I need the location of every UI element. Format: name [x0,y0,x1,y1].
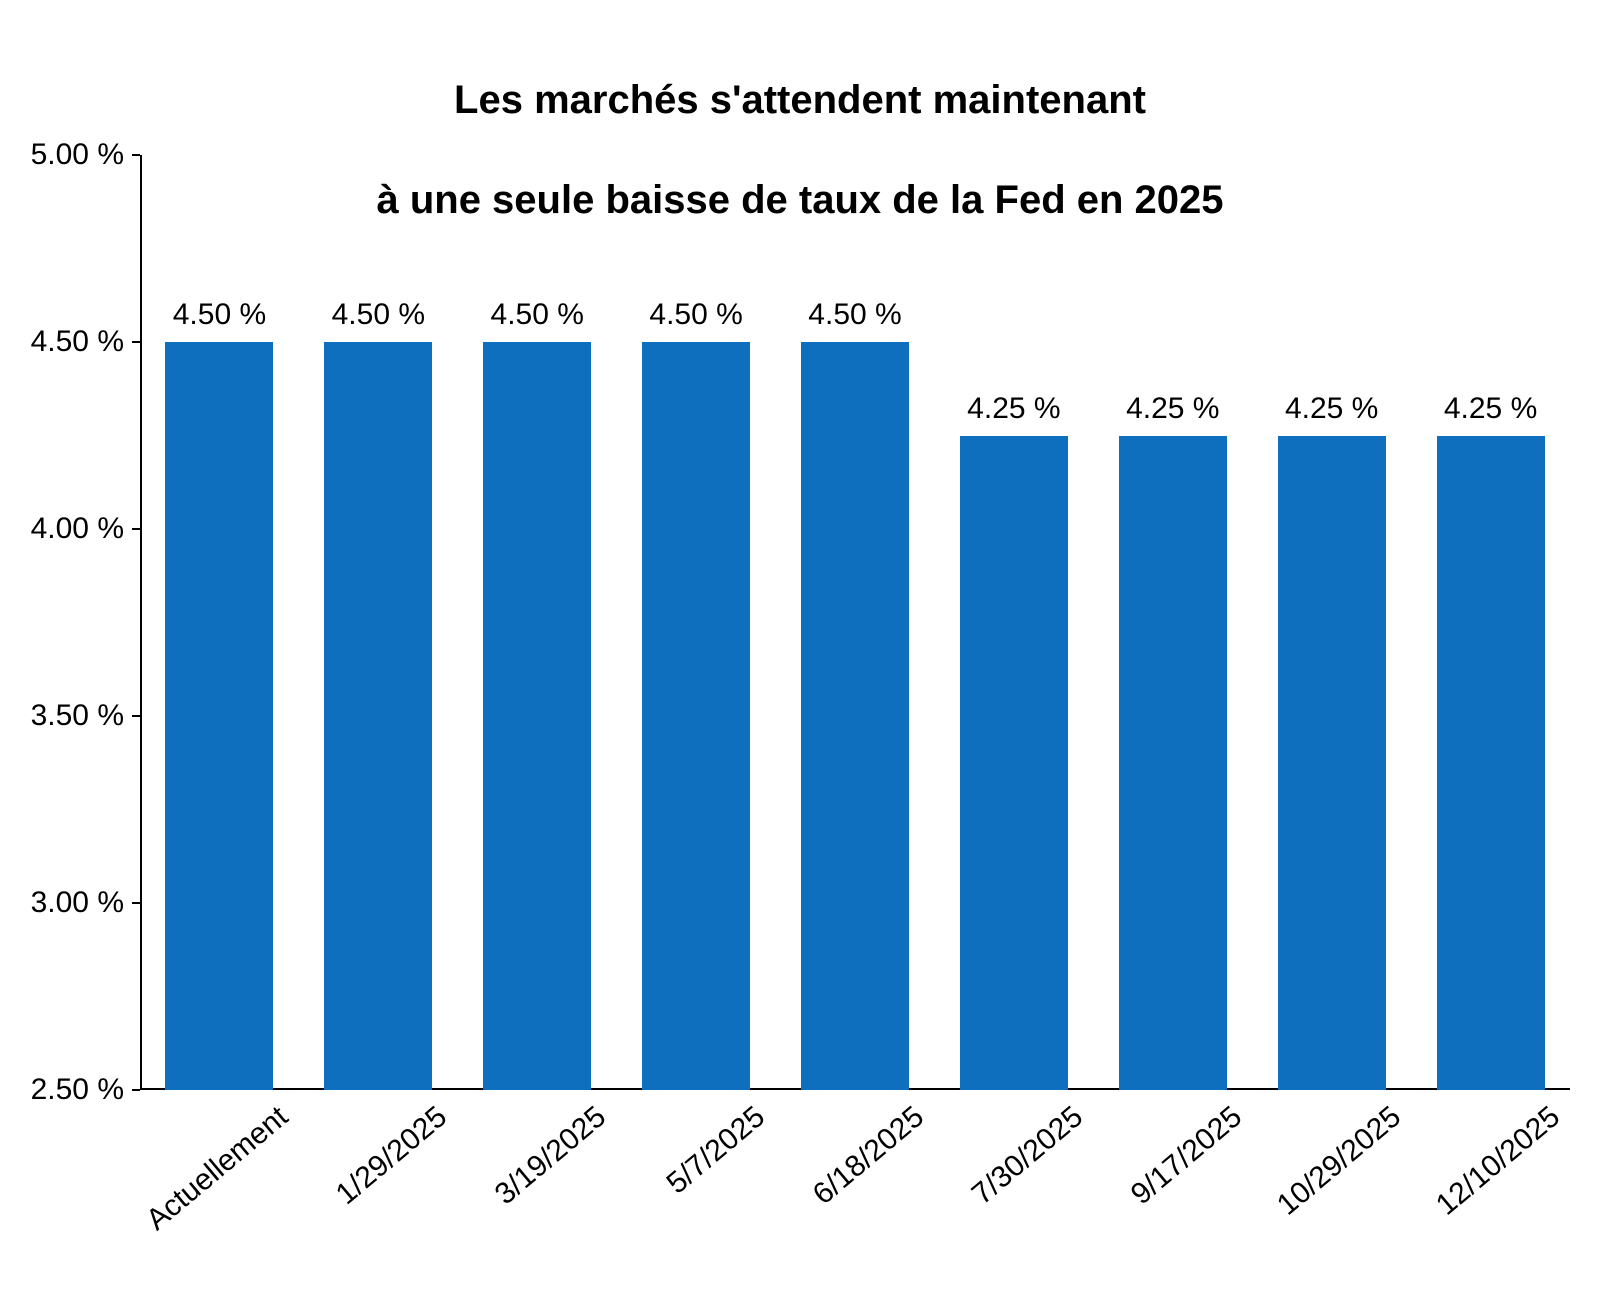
y-tick-label: 5.00 % [31,138,140,172]
bar [1437,436,1545,1091]
bar-value-label: 4.50 % [173,298,266,332]
plot-area: 2.50 %3.00 %3.50 %4.00 %4.50 %5.00 %4.50… [140,155,1570,1090]
bar [165,342,273,1090]
bar [960,436,1068,1091]
bar [801,342,909,1090]
y-axis-line [140,155,142,1090]
bar-value-label: 4.50 % [649,298,742,332]
x-tick-label: Actuellement [141,1100,296,1238]
y-tick-label: 3.00 % [31,886,140,920]
bar-value-label: 4.50 % [332,298,425,332]
x-tick-label: 5/7/2025 [661,1100,772,1201]
bar-value-label: 4.50 % [808,298,901,332]
y-tick-label: 4.00 % [31,512,140,546]
x-tick-label: 12/10/2025 [1430,1100,1567,1223]
bar-value-label: 4.25 % [1285,392,1378,426]
x-tick-label: 3/19/2025 [489,1100,613,1212]
bar [642,342,750,1090]
bar-value-label: 4.50 % [491,298,584,332]
y-tick-label: 3.50 % [31,699,140,733]
bar [1278,436,1386,1091]
bar [1119,436,1227,1091]
bar-value-label: 4.25 % [1126,392,1219,426]
x-tick-label: 1/29/2025 [330,1100,454,1212]
chart-title-line1: Les marchés s'attendent maintenant [454,78,1146,122]
x-tick-label: 7/30/2025 [966,1100,1090,1212]
bar [483,342,591,1090]
y-tick-label: 4.50 % [31,325,140,359]
y-tick-label: 2.50 % [31,1073,140,1107]
chart-container: Les marchés s'attendent maintenant à une… [0,0,1600,1297]
bar [324,342,432,1090]
bar-value-label: 4.25 % [967,392,1060,426]
x-tick-label: 9/17/2025 [1125,1100,1249,1212]
bar-value-label: 4.25 % [1444,392,1537,426]
x-tick-label: 10/29/2025 [1271,1100,1408,1223]
x-tick-label: 6/18/2025 [807,1100,931,1212]
